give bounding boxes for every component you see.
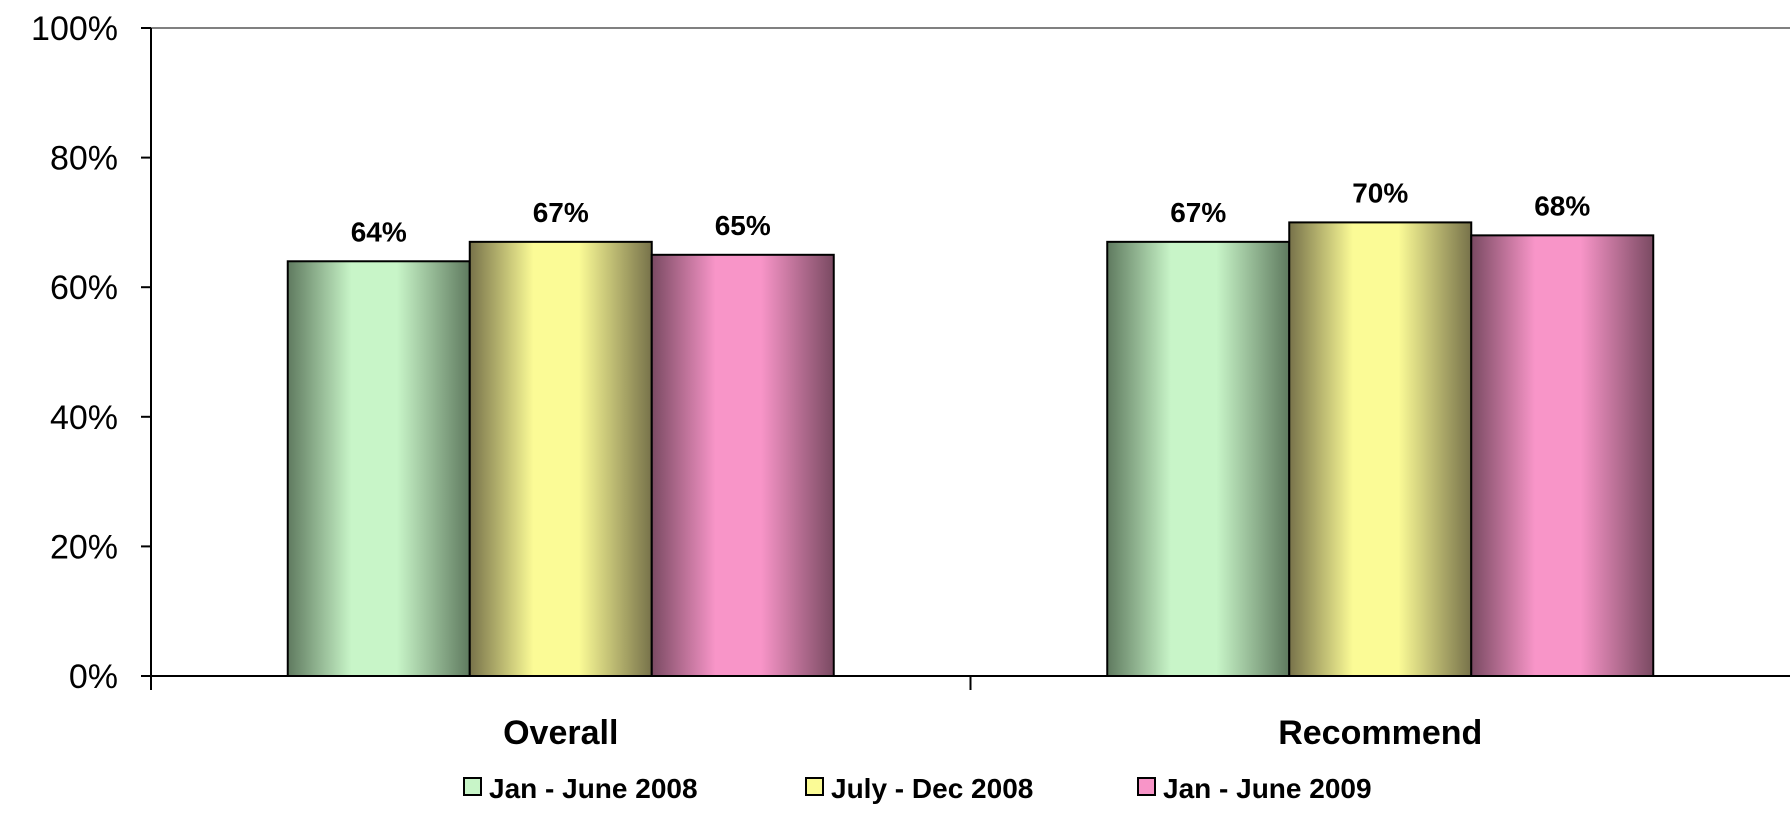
legend-label: Jan - June 2008 (489, 773, 698, 804)
bar (468, 240, 653, 677)
legend-swatch (1137, 777, 1156, 796)
data-label: 67% (1170, 197, 1226, 228)
data-label: 64% (351, 216, 407, 247)
data-label: 67% (533, 197, 589, 228)
y-tick-label: 0% (69, 658, 118, 696)
legend-label: July - Dec 2008 (831, 773, 1033, 804)
data-label: 70% (1352, 177, 1408, 208)
chart-bars (286, 221, 1655, 678)
legend-label: Jan - June 2009 (1163, 773, 1372, 804)
y-tick-label: 60% (50, 269, 118, 307)
legend-swatch (805, 777, 824, 796)
bar (1106, 240, 1291, 677)
chart-labels: 64% 67% 65% Overall 67% 70% 68% Recommend (351, 177, 1591, 752)
y-tick-label: 80% (50, 140, 118, 178)
x-tick-label: Overall (503, 714, 618, 752)
y-tick-label: 100% (31, 10, 118, 48)
bar (286, 260, 471, 677)
y-tick-label: 20% (50, 528, 118, 566)
bar (1470, 234, 1655, 678)
chart-legend: Jan - June 2008 July - Dec 2008 Jan - June… (463, 773, 1372, 804)
x-tick-label: Recommend (1278, 714, 1482, 752)
bar (1288, 221, 1473, 677)
data-label: 68% (1534, 190, 1590, 221)
bar (650, 253, 835, 678)
data-label: 65% (715, 210, 771, 241)
legend-swatch (463, 777, 482, 796)
y-tick-label: 40% (50, 399, 118, 437)
